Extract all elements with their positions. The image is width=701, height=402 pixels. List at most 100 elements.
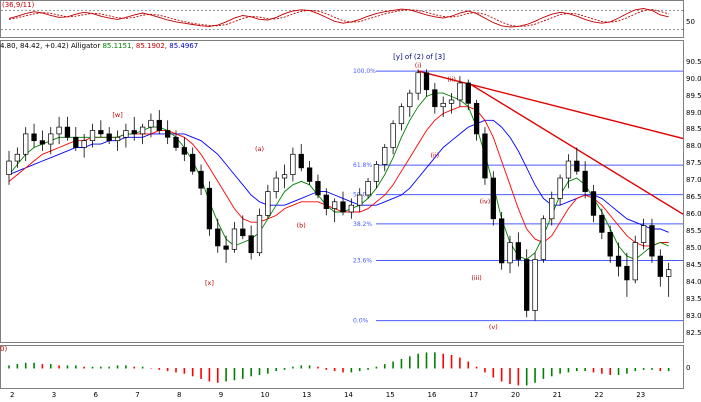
wave-label-a: (a) [255, 145, 264, 153]
candle-body [632, 242, 638, 281]
price-tick-10: 85.5 [686, 227, 701, 236]
candle-27 [231, 222, 238, 253]
candle-35 [298, 144, 304, 172]
candle-body [306, 167, 313, 182]
fib-label-2: 50.0% [353, 192, 372, 199]
candle-body [123, 130, 129, 138]
candle-body [89, 130, 96, 142]
candle-13 [114, 130, 121, 151]
candle-61 [515, 232, 521, 267]
candle-body [657, 255, 663, 277]
candle-45 [382, 144, 388, 172]
price-info-values: 4.80, 84.42, +0.42) [0, 42, 69, 50]
price-tick-5: 88.0 [686, 142, 701, 151]
date-tick-7: 13 [302, 391, 312, 399]
candle-41 [348, 198, 354, 219]
wave-label-i: (i) [415, 62, 422, 70]
date-tick-11: 17 [469, 391, 479, 399]
price-tick-14: 83.5 [686, 295, 701, 304]
candle-body [131, 130, 137, 135]
price-tick-3: 89.0 [686, 108, 701, 117]
candle-body [490, 177, 496, 220]
candle-body [148, 119, 154, 128]
date-tick-12: 20 [511, 391, 520, 399]
candle-65 [549, 191, 555, 226]
candle-body [223, 245, 229, 250]
candle-34 [290, 147, 296, 182]
candle-body [215, 228, 221, 247]
fib-label-1: 61.8% [353, 162, 372, 169]
candle-32 [273, 171, 279, 199]
candle-17 [148, 113, 154, 138]
date-tick-10: 16 [427, 391, 437, 399]
candle-58 [490, 171, 496, 226]
candle-40 [340, 191, 346, 216]
alligator-teeth-value: 85.1902, [135, 42, 168, 50]
candle-36 [306, 161, 313, 185]
candle-body [448, 99, 455, 104]
candle-body [106, 133, 112, 142]
awesome-oscillator-svg [8, 352, 670, 386]
candle-body [139, 126, 146, 135]
candle-body [549, 198, 555, 220]
candle-body [373, 164, 380, 182]
wave-label-iv: (iv) [480, 197, 491, 205]
candle-53 [448, 93, 455, 114]
date-tick-13: 21 [552, 391, 562, 399]
candle-body [6, 160, 12, 175]
candle-body [231, 228, 238, 250]
fib-label-0: 100.0% [353, 68, 376, 75]
wave-label-x: [x] [205, 279, 214, 287]
candle-body [81, 140, 87, 148]
candle-8 [73, 127, 79, 151]
candle-body [557, 177, 563, 199]
candle-68 [574, 147, 580, 175]
candle-body [465, 82, 471, 104]
candle-4 [39, 130, 46, 151]
candle-0 [6, 150, 12, 185]
candle-body [515, 242, 521, 260]
candle-body [340, 201, 346, 213]
candle-body [357, 194, 363, 206]
price-tick-2: 89.5 [686, 91, 701, 100]
wave-label-w: [w] [112, 111, 122, 119]
candle-43 [365, 178, 371, 199]
candle-73 [615, 242, 622, 277]
stochastic-info: (36,9/11) [2, 1, 35, 9]
candle-48 [407, 89, 413, 117]
candle-22 [190, 147, 196, 175]
candle-37 [315, 174, 321, 199]
candle-28 [240, 215, 246, 240]
candle-9 [81, 133, 87, 158]
candle-body [114, 136, 121, 142]
candle-body [273, 177, 279, 192]
candle-body [407, 92, 413, 108]
candle-30 [256, 208, 263, 257]
candle-body [323, 194, 329, 209]
candle-body [607, 231, 613, 257]
candle-body [173, 136, 179, 148]
price-panel[interactable]: 100.0% 61.8% 50.0% 38.2% 23.6% 0.0% [w] [x] (a) (… [0, 40, 684, 343]
candle-63 [532, 252, 538, 321]
candle-body [649, 225, 655, 257]
candle-23 [198, 164, 204, 195]
wave-label-v: (v) [489, 323, 498, 331]
candle-70 [590, 184, 597, 223]
candle-64 [540, 215, 547, 263]
candle-25 [215, 218, 221, 253]
candle-body [265, 191, 271, 216]
candle-body [440, 102, 446, 108]
date-tick-3: 7 [135, 391, 140, 399]
candle-body [532, 259, 538, 311]
candle-7 [64, 116, 71, 141]
candle-14 [123, 123, 129, 148]
candle-47 [398, 103, 405, 131]
candle-body [640, 225, 647, 243]
price-tick-9: 86.0 [686, 210, 701, 219]
wave-label-b: (b) [297, 221, 306, 229]
candle-72 [607, 225, 613, 263]
fib-label-3: 38.2% [353, 221, 372, 228]
price-tick-6: 87.5 [686, 159, 701, 168]
candle-49 [415, 69, 421, 100]
candle-33 [281, 164, 288, 189]
